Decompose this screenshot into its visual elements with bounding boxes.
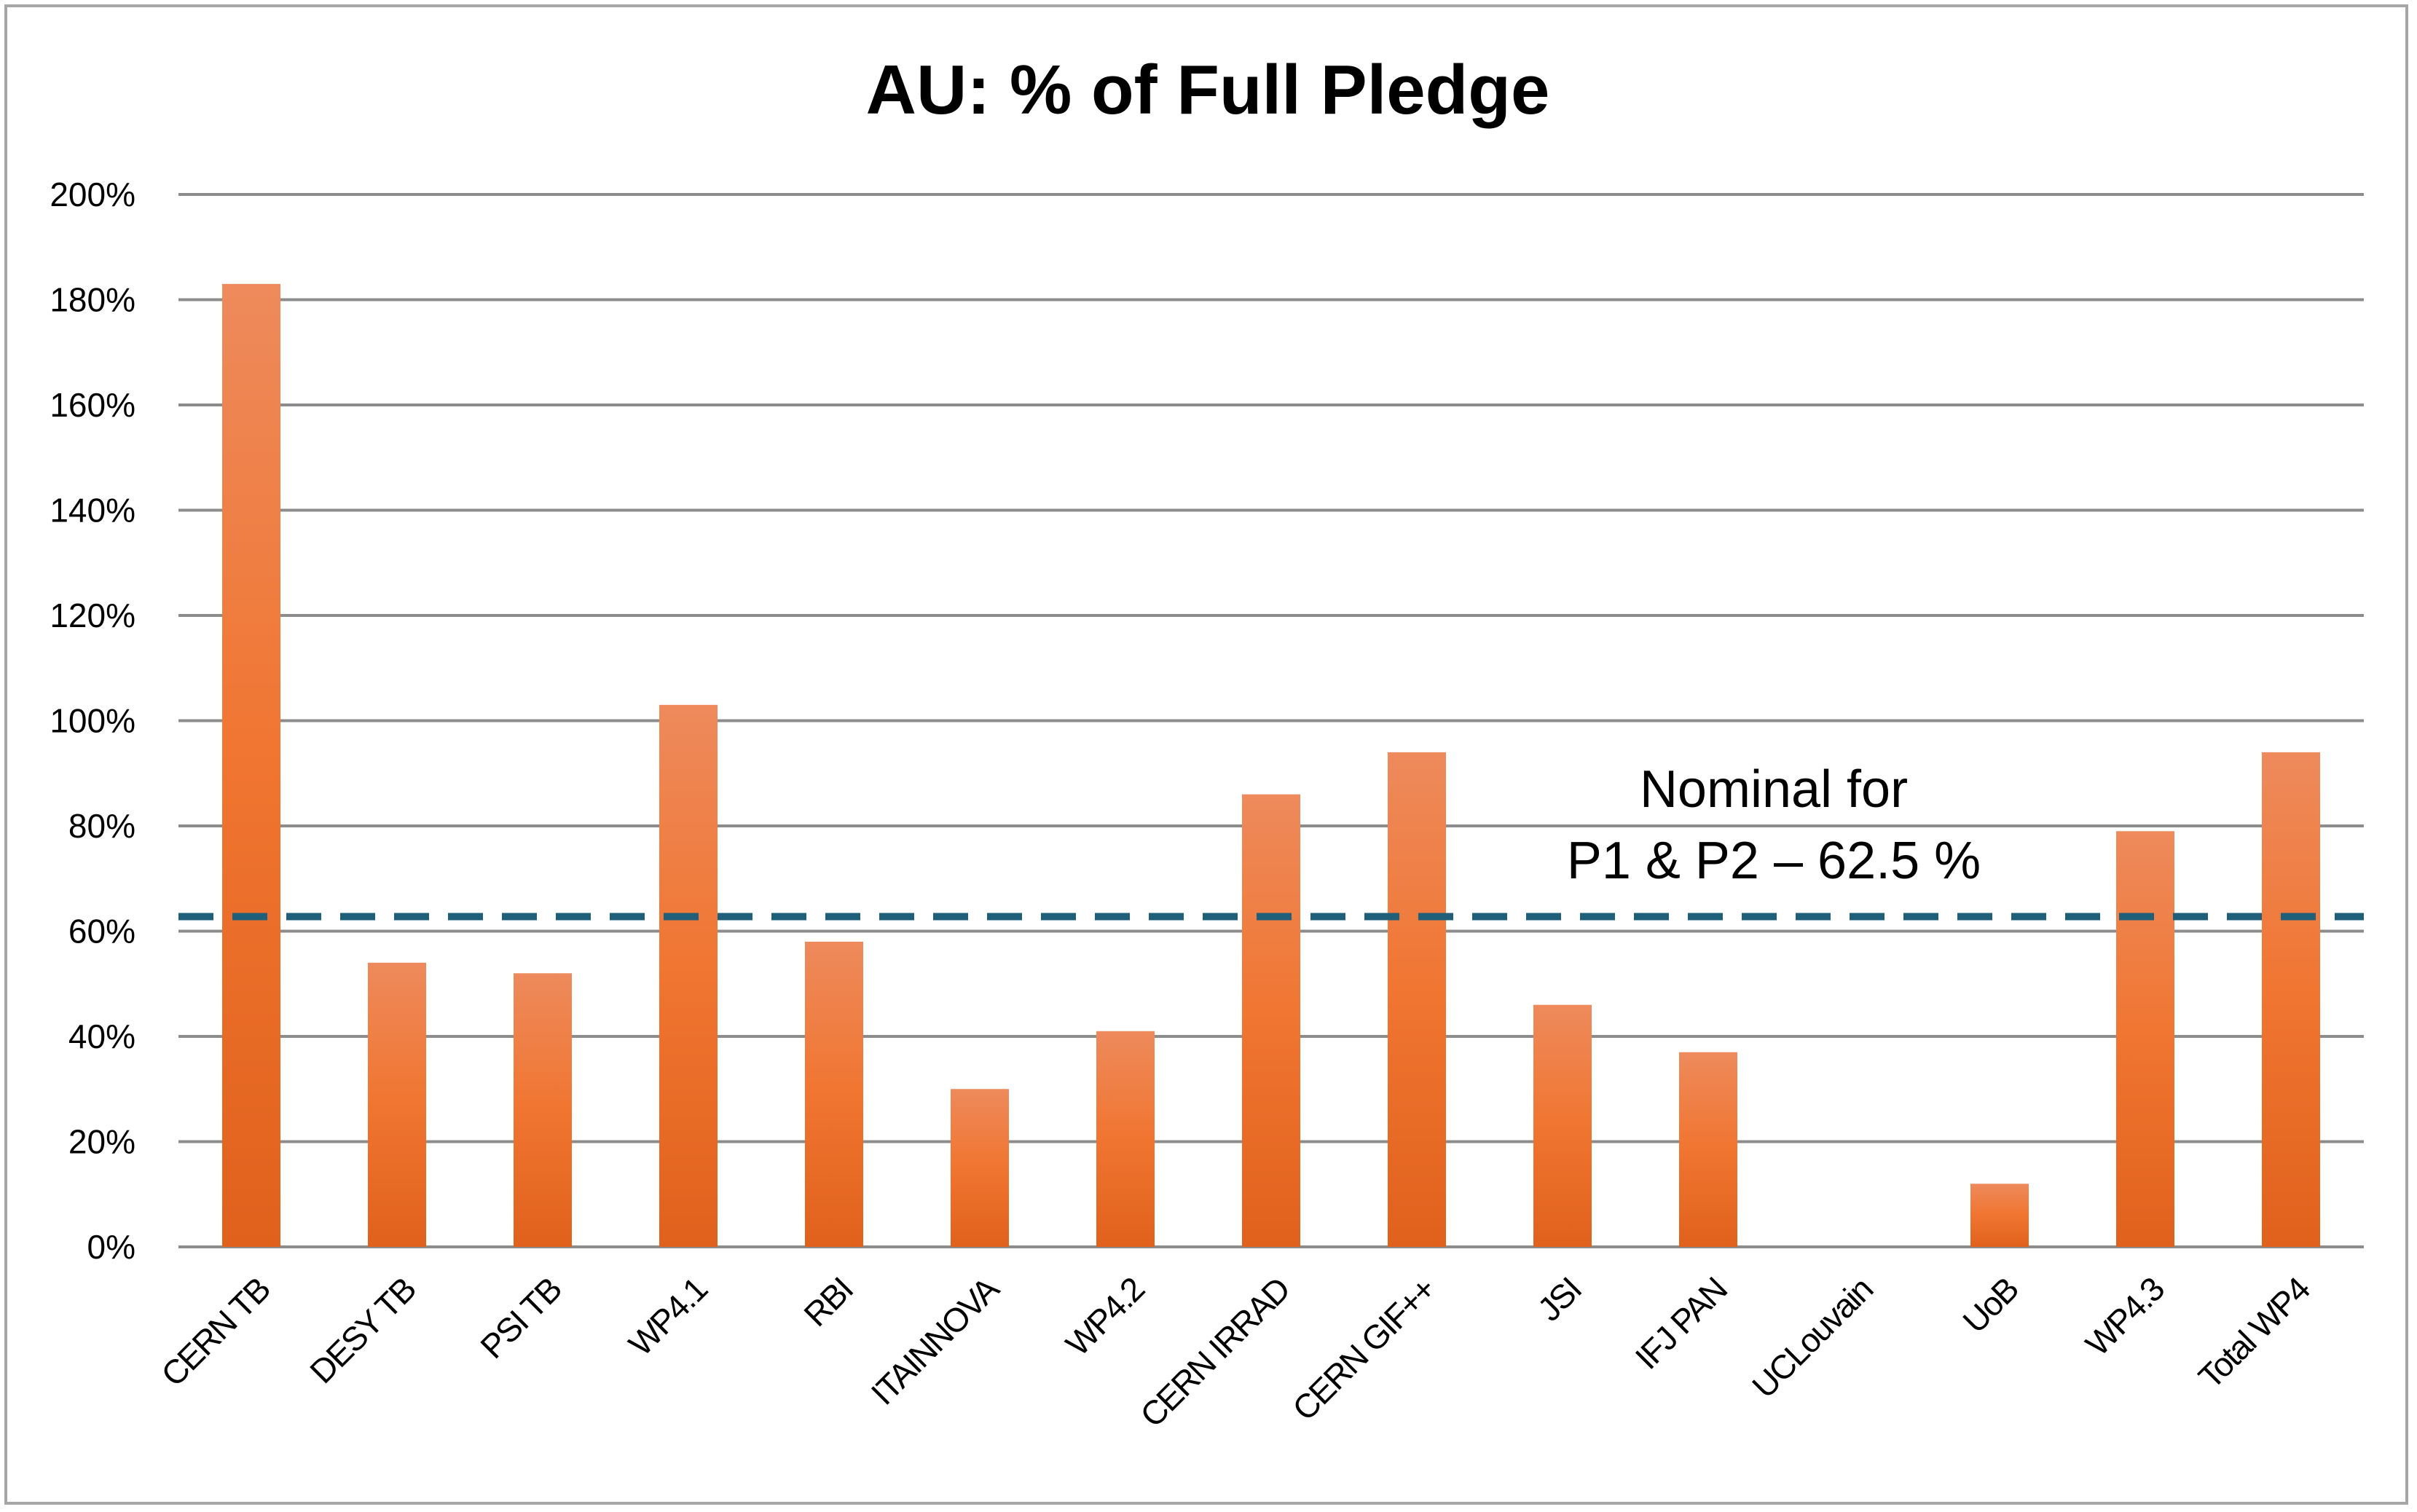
chart-frame: [4, 4, 2408, 1505]
bar-13: [2116, 831, 2174, 1247]
x-tick-label: WP4.3: [2078, 1270, 2172, 1363]
chart-title: AU: % of Full Pledge: [866, 51, 1550, 129]
bar-7: [1242, 794, 1300, 1247]
y-axis-tick-labels: 0% 20% 40% 60% 80% 100% 120% 140% 160% 180% 200%: [50, 176, 135, 1266]
bar-9: [1533, 1004, 1592, 1247]
bar-10: [1679, 1052, 1737, 1247]
x-tick-label: IFJ PAN: [1628, 1270, 1734, 1377]
x-tick-label: WP4.2: [1058, 1270, 1152, 1363]
x-tick-label: PSI TB: [473, 1270, 568, 1366]
y-tick-label: 80%: [68, 807, 135, 845]
y-tick-label: 200%: [50, 176, 135, 213]
bars: [222, 283, 2320, 1248]
y-tick-label: 180%: [50, 281, 135, 319]
bar-1: [368, 962, 426, 1247]
x-axis-tick-labels: CERN TB DESY TB PSI TB WP4.1 RBI ITAINNOVA WP4…: [154, 1269, 2317, 1435]
bar-12: [1970, 1184, 2029, 1247]
y-tick-label: 100%: [50, 702, 135, 740]
x-tick-label: CERN IRRAD: [1133, 1270, 1297, 1435]
bar-14: [2262, 752, 2320, 1247]
y-tick-label: 120%: [50, 596, 135, 634]
y-tick-label: 60%: [68, 913, 135, 950]
x-tick-label: WP4.1: [621, 1270, 715, 1363]
bar-0: [222, 283, 280, 1248]
annotation-line-1: Nominal for: [1640, 760, 1908, 819]
y-tick-label: 160%: [50, 386, 135, 424]
x-tick-label: CERN TB: [154, 1270, 277, 1393]
bar-8: [1388, 752, 1446, 1247]
bar-5: [951, 1089, 1009, 1247]
x-tick-label: CERN GIF++: [1285, 1270, 1442, 1428]
x-tick-label: Total WP4: [2191, 1269, 2317, 1395]
x-tick-label: DESY TB: [302, 1270, 423, 1390]
y-tick-label: 40%: [68, 1017, 135, 1055]
x-tick-label: ITAINNOVA: [864, 1269, 1007, 1412]
y-tick-label: 20%: [68, 1123, 135, 1161]
bar-6: [1096, 1031, 1155, 1247]
y-tick-label: 0%: [87, 1228, 135, 1266]
y-tick-label: 140%: [50, 492, 135, 529]
annotation-line-2: P1 & P2 – 62.5 %: [1567, 832, 1981, 890]
x-tick-label: RBI: [796, 1270, 860, 1334]
x-tick-label: UoB: [1955, 1270, 2025, 1340]
bar-3: [659, 704, 718, 1247]
x-tick-label: JSI: [1530, 1270, 1589, 1328]
bar-4: [805, 941, 863, 1247]
bar-2: [514, 973, 572, 1247]
x-tick-label: UCLouvain: [1745, 1270, 1879, 1405]
